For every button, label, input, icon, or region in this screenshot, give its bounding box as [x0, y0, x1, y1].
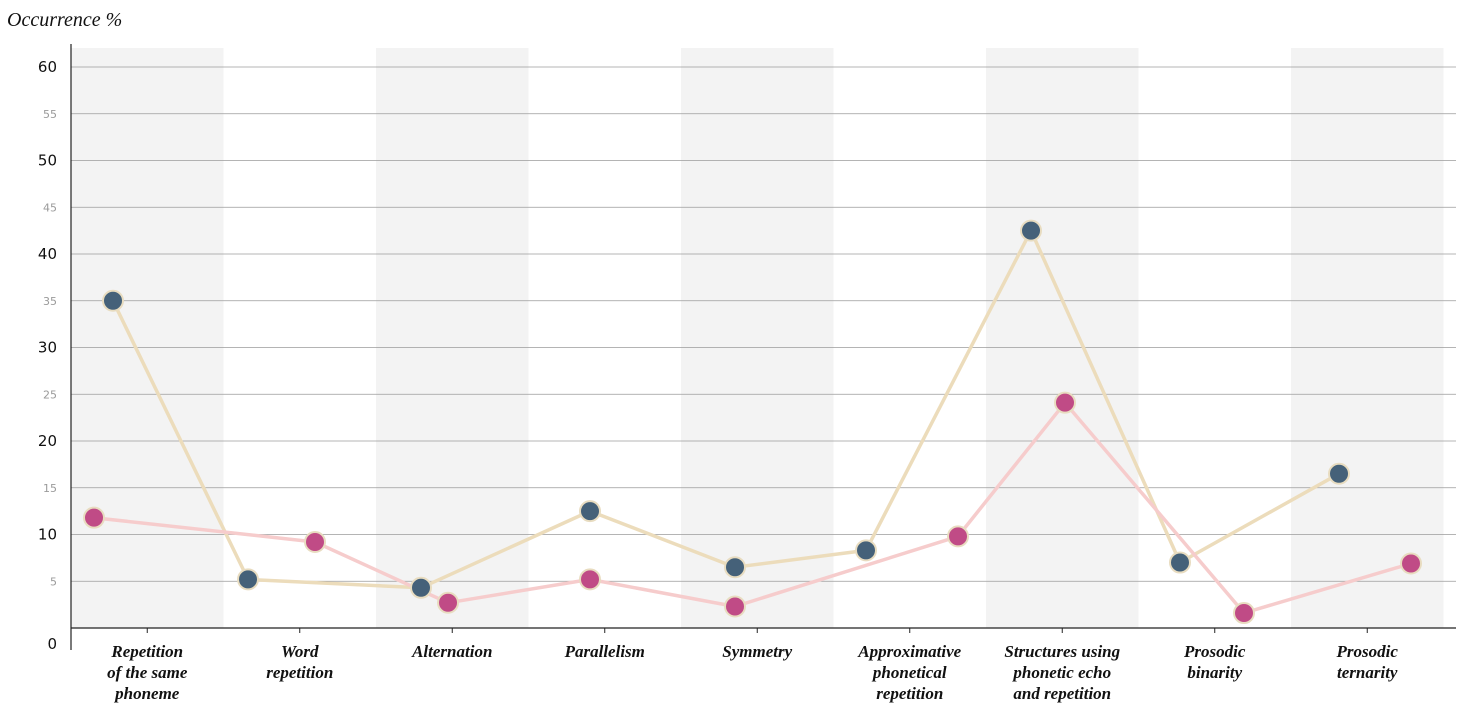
y-axis-title: Occurrence %: [7, 9, 122, 31]
data-point: [410, 576, 432, 599]
y-tick-label: 30: [38, 339, 57, 357]
data-point: [1328, 462, 1350, 485]
x-tick-label: Structures using phonetic echo and repetit…: [1004, 642, 1120, 703]
category-band: [1291, 48, 1444, 628]
axes: [70, 44, 1456, 650]
data-point: [437, 591, 459, 614]
data-point: [724, 595, 746, 618]
data-point: [237, 568, 259, 591]
x-tick-label: Parallelism: [564, 642, 645, 661]
data-point: [102, 289, 124, 312]
data-point: [579, 568, 601, 591]
series-markers: [83, 219, 1422, 625]
y-tick-label: 20: [38, 432, 57, 450]
data-point: [855, 539, 877, 562]
y-tick-label: 40: [38, 245, 57, 263]
data-point: [1054, 391, 1076, 414]
x-tick-label: Alternation: [411, 642, 492, 661]
x-tick-labels: Repetition of the same phoneme Word repetiti…: [107, 642, 1398, 703]
x-tick-label: Repetition of the same phoneme: [107, 642, 188, 703]
y-tick-label-minor: 5: [50, 575, 57, 588]
data-point: [1233, 602, 1255, 625]
category-band: [71, 48, 224, 628]
y-tick-label-minor: 15: [43, 482, 57, 495]
y-tick-label: 10: [38, 526, 57, 544]
y-tick-labels: 0 10 20 30 40 50 60 5 15 25 35 45 55: [38, 58, 57, 653]
category-bands: [71, 48, 1444, 628]
data-point: [304, 530, 326, 553]
data-point: [1020, 219, 1042, 242]
y-tick-label-minor: 55: [43, 108, 57, 121]
y-tick-label: 60: [38, 58, 57, 76]
data-point: [1169, 551, 1191, 574]
data-point: [579, 500, 601, 523]
y-tick-label-minor: 35: [43, 295, 57, 308]
data-point: [83, 506, 105, 529]
data-point: [724, 556, 746, 579]
data-point: [1400, 552, 1422, 575]
y-tick-label: 0: [47, 635, 57, 653]
x-tick-label: Symmetry: [722, 642, 792, 661]
category-band: [986, 48, 1139, 628]
x-tick-label: Approximative phonetical repetition: [857, 642, 961, 703]
y-tick-label-minor: 25: [43, 388, 57, 401]
x-tick-label: Prosodic binarity: [1183, 642, 1246, 682]
grid-lines: [71, 66, 1456, 582]
data-point: [947, 525, 969, 548]
category-band: [681, 48, 834, 628]
x-tick-label: Prosodic ternarity: [1336, 642, 1399, 682]
x-tick-label: Word repetition: [266, 642, 333, 682]
y-tick-label: 50: [38, 152, 57, 170]
y-tick-label-minor: 45: [43, 201, 57, 214]
category-band: [376, 48, 529, 628]
